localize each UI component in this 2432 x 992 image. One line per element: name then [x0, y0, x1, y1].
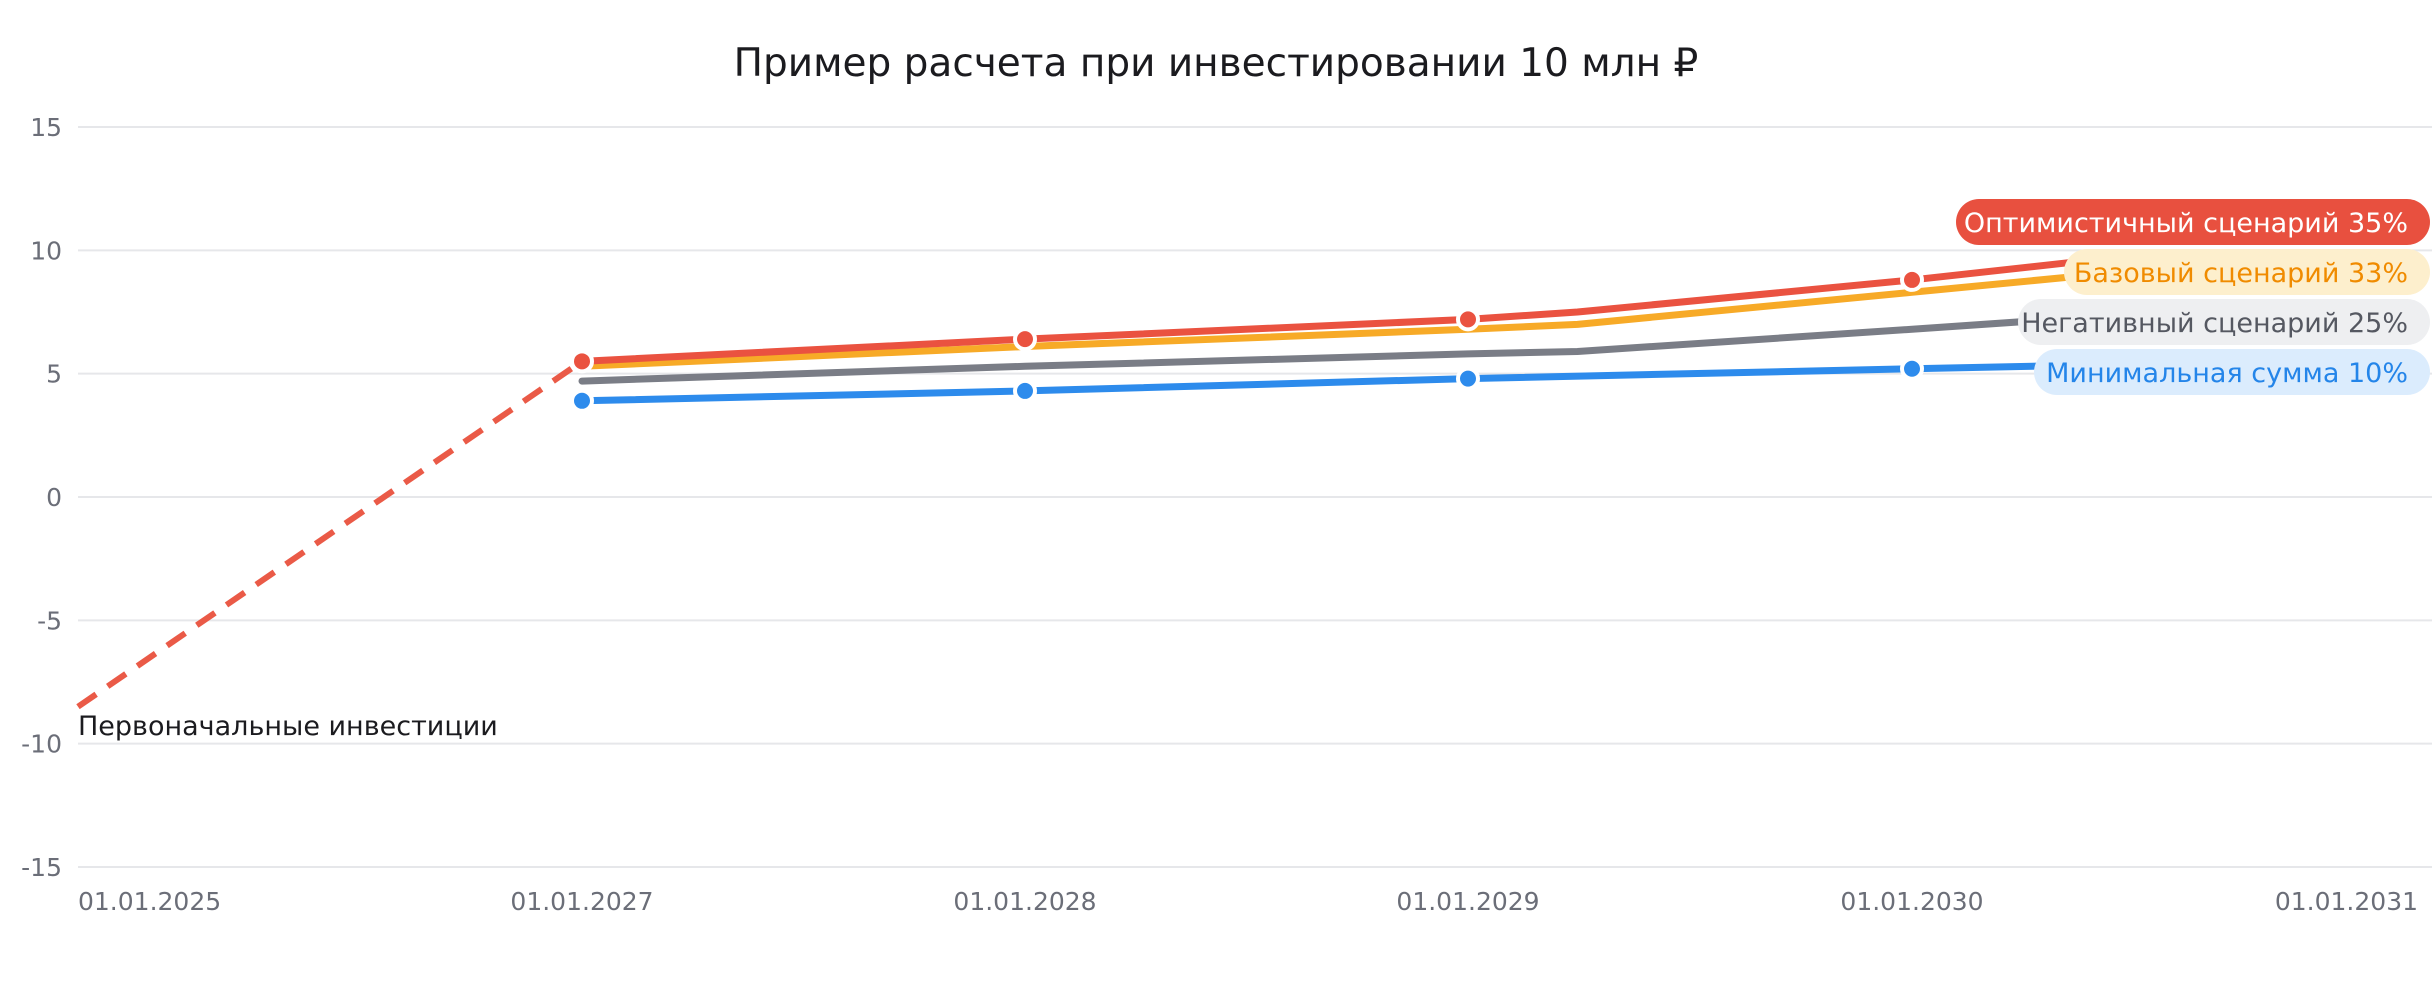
series-point-0 — [1456, 307, 1480, 332]
y-tick-label: 15 — [30, 113, 62, 142]
grid-layer — [78, 126, 2432, 868]
legend-pill-2 — [2018, 299, 2430, 345]
series-line-1 — [578, 271, 2095, 370]
x-axis: 01.01.2025 01.01.2027 01.01.2028 01.01.2029… — [78, 887, 2418, 916]
legend-pill-0 — [1956, 199, 2430, 245]
initial-investment-label: Первоначальные инвестиции — [78, 711, 498, 742]
series-point-3 — [1013, 378, 1037, 403]
legend: Оптимистичный сценарий 35% Базовый сценар… — [1956, 199, 2430, 395]
legend-label-3: Минимальная сумма 10% — [2046, 358, 2408, 389]
y-tick-label: 10 — [30, 236, 62, 265]
chart-title: Пример расчета при инвестировании 10 млн… — [734, 41, 1699, 86]
initial-investment-line — [76, 358, 584, 710]
y-tick-label: -15 — [21, 853, 62, 882]
x-tick-label: 01.01.2027 — [510, 887, 653, 916]
series-point-0 — [1900, 267, 1924, 292]
legend-label-0: Оптимистичный сценарий 35% — [1964, 208, 2408, 239]
legend-pill-3 — [2034, 349, 2430, 395]
x-tick-label: 01.01.2025 — [78, 887, 221, 916]
x-tick-label: 01.01.2031 — [2275, 887, 2418, 916]
legend-pill-1 — [2064, 249, 2430, 295]
series-line-0 — [578, 256, 2095, 365]
series-layer — [76, 256, 2095, 710]
y-tick-label: 0 — [46, 483, 62, 512]
series-point-0 — [570, 349, 594, 374]
y-tick-label: -10 — [21, 730, 62, 759]
series-point-3 — [1456, 366, 1480, 391]
y-tick-label: -5 — [37, 606, 62, 635]
y-tick-label: 5 — [46, 360, 62, 389]
legend-label-2: Негативный сценарий 25% — [2021, 308, 2408, 339]
x-tick-label: 01.01.2029 — [1396, 887, 1539, 916]
legend-label-1: Базовый сценарий 33% — [2074, 258, 2408, 289]
x-tick-label: 01.01.2030 — [1840, 887, 1983, 916]
x-tick-label: 01.01.2028 — [953, 887, 1096, 916]
y-axis: 15 10 5 0 -5 -10 -15 — [21, 113, 62, 882]
series-line-2 — [578, 313, 2095, 385]
series-point-3 — [1900, 356, 1924, 381]
series-point-3 — [570, 388, 594, 413]
series-point-0 — [1013, 327, 1037, 352]
